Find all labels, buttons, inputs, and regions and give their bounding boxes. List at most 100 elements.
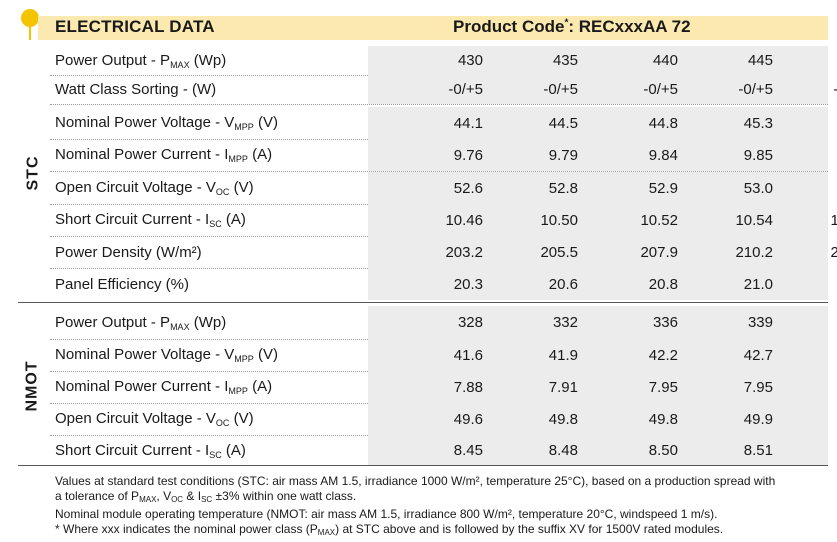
row-label-subscript: SC [209, 449, 222, 460]
row-label-main: Nominal Power Current - I [55, 146, 229, 163]
row-label: Short Circuit Current - ISC (A) [50, 442, 373, 460]
value-cell: 42.2 [648, 346, 678, 364]
product-code-mark: * [564, 17, 569, 29]
row-label-main: Nominal Power Voltage - V [55, 114, 235, 131]
row-label: Short Circuit Current - ISC (A) [50, 211, 373, 229]
value-cell: 205.5 [540, 243, 578, 261]
value-cell: -0/+5 [833, 75, 837, 104]
row-label-unit: (A) [247, 378, 273, 395]
value-cell: 9.76 [453, 146, 483, 164]
value-cell: 41.6 [453, 346, 483, 364]
value-cell: 10.55 [830, 211, 837, 229]
bullet-stem [29, 26, 31, 40]
row-label: Watt Class Sorting - (W) [50, 81, 373, 98]
value-cell: 10.46 [445, 211, 483, 229]
value-cell: 10.50 [540, 211, 578, 229]
stc-row: Panel Efficiency (%)20.320.620.821.021.3 [50, 268, 828, 300]
row-label-subscript: OC [215, 187, 230, 197]
row-label-unit: (A) [247, 146, 273, 163]
value-cell: 328 [457, 314, 483, 331]
value-cell: 44.1 [453, 114, 483, 132]
row-label: Power Density (W/m²) [50, 244, 373, 261]
row-label-unit: (Wp) [189, 51, 227, 69]
row-label-main: Short Circuit Current - I [55, 441, 210, 459]
row-label-subscript: MAX [170, 59, 190, 70]
value-cell: 440 [652, 52, 678, 69]
row-values: 203.2 205.5 207.9 210.2 212.6 [368, 236, 837, 268]
row-values: 7.887.917.957.957.98 [368, 371, 828, 403]
footnotes: Values at standard test conditions (STC:… [55, 474, 830, 540]
row-label-main: Power Output - P [55, 51, 171, 69]
value-cell: 20.3 [453, 275, 483, 293]
stc-row: Open Circuit Voltage - VOC (V) 52.6 52.8 52… [50, 172, 828, 205]
row-label: Nominal Power Current - IMPP (A) [50, 378, 373, 396]
value-cell: 207.9 [640, 243, 678, 261]
value-cell: 8.51 [743, 442, 773, 459]
row-values: 20.320.620.821.021.3 [368, 268, 828, 300]
row-label: Open Circuit Voltage - VOC (V) [50, 410, 373, 428]
row-label-unit: (V) [253, 346, 278, 363]
row-label-main: Open Circuit Voltage - V [55, 179, 216, 196]
row-values: 52.652.852.953.053.1 [368, 172, 828, 204]
value-cell: 9.79 [548, 146, 578, 164]
value-cell: 21.0 [743, 275, 773, 293]
value-cell: 336 [652, 314, 678, 331]
note-product-code: * Where xxx indicates the nominal power … [55, 522, 724, 537]
row-label-main: Nominal Power Current - I [55, 378, 229, 395]
value-cell: -0/+5 [448, 81, 483, 98]
value-cell: 44.5 [548, 114, 578, 132]
value-cell: 49.8 [648, 410, 678, 428]
value-cell: 445 [747, 52, 773, 69]
value-cell: 42.7 [743, 346, 773, 364]
row-label: Nominal Power Current - IMPP (A) [50, 146, 373, 164]
value-cell: -0/+5 [543, 81, 578, 98]
value-cell: 332 [552, 314, 578, 331]
stc-row: Nominal Power Voltage - VMPP (V) 44.1 44.5… [50, 107, 828, 140]
row-values: 44.144.544.845.345.6 [368, 107, 828, 139]
value-cell: 49.8 [548, 410, 578, 428]
value-cell: 8.45 [453, 442, 483, 459]
row-label-unit: (A) [221, 441, 246, 459]
header-bar [38, 16, 828, 40]
row-label-main: Short Circuit Current - I [55, 211, 210, 228]
table-bottom-rule [18, 465, 828, 466]
value-cell: -0/+5 [643, 81, 678, 98]
row-label-main: Open Circuit Voltage - V [55, 410, 216, 427]
value-cell: 20.8 [648, 275, 678, 293]
nmot-row: Power Output - PMAX (Wp)328332336339343 [50, 306, 828, 340]
value-cell: 52.8 [548, 179, 578, 197]
value-cell: 49.9 [743, 410, 773, 428]
row-label-unit: (V) [229, 179, 254, 196]
row-values: 430435440445450 [368, 46, 828, 75]
row-label-subscript: OC [215, 418, 230, 428]
value-cell: 7.95 [648, 378, 678, 396]
section-divider [18, 302, 828, 303]
row-label-subscript: MAX [170, 321, 190, 332]
value-cell: 52.6 [453, 179, 483, 197]
value-cell: 430 [457, 52, 483, 69]
note-stc: Values at standard test conditions (STC:… [55, 474, 776, 488]
stc-row: Power Output - PMAX (Wp)430435440445450 [50, 46, 828, 76]
stc-row: Watt Class Sorting - (W) -0/+5 -0/+5 -0/+5 -… [50, 75, 837, 105]
row-label: Open Circuit Voltage - VOC (V) [50, 179, 373, 197]
nmot-row: Nominal Power Voltage - VMPP (V) 41.6 41.9… [50, 339, 828, 372]
product-code: Product Code*: RECxxxAA 72 [453, 17, 691, 37]
row-label: Nominal Power Voltage - VMPP (V) [50, 346, 373, 364]
note-nmot: Nominal module operating temperature (NM… [55, 507, 718, 521]
value-cell: 10.54 [735, 211, 773, 229]
row-values: 8.458.488.508.518.52 [368, 435, 828, 466]
product-code-prefix: Product Code [453, 17, 565, 36]
stc-section-label: STC [24, 155, 41, 191]
value-cell: 9.85 [743, 146, 773, 164]
stc-row: Short Circuit Current - ISC (A) 10.46 10.5… [50, 204, 837, 237]
row-label-main: Watt Class Sorting - (W) [55, 81, 217, 98]
value-cell: 210.2 [735, 243, 773, 261]
value-cell: 7.88 [453, 378, 483, 396]
bullet-icon [21, 9, 39, 27]
value-cell: 7.91 [548, 378, 578, 396]
row-label-subscript: MPP [228, 154, 248, 164]
row-label-subscript: MPP [228, 386, 248, 396]
value-cell: 339 [747, 314, 773, 331]
value-cell: 45.3 [743, 114, 773, 132]
section-title: ELECTRICAL DATA [55, 17, 215, 36]
